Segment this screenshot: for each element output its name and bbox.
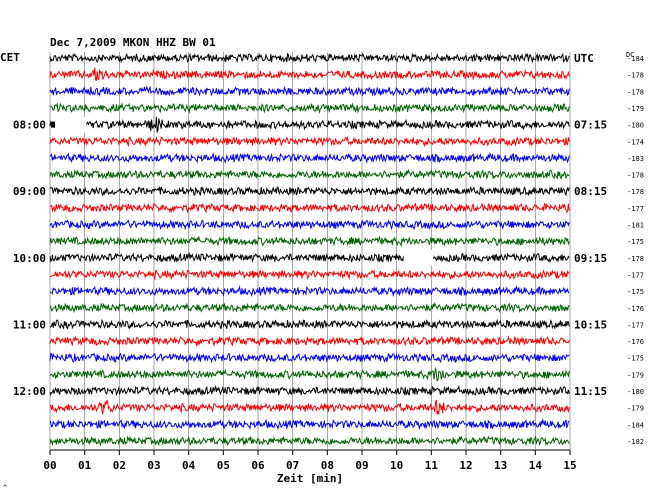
trace-row-3 bbox=[49, 102, 570, 114]
x-tick-label: 11 bbox=[425, 459, 439, 472]
left-hour-label: 11:00 bbox=[13, 318, 46, 331]
x-axis-label: Zeit [min] bbox=[277, 472, 343, 485]
trace-row-9 bbox=[49, 202, 570, 214]
left-hour-label: 08:00 bbox=[13, 119, 46, 132]
dc-offset-label: -178 bbox=[627, 188, 644, 196]
gaps bbox=[51, 116, 434, 266]
trace-row-10 bbox=[49, 219, 570, 231]
trace-row-18 bbox=[49, 352, 570, 364]
trace-row-0 bbox=[49, 52, 570, 64]
trace-row-13 bbox=[49, 269, 570, 281]
left-hour-labels: 08:00 09:00 10:00 11:00 12:00 bbox=[13, 119, 46, 398]
x-tick-label: 03 bbox=[147, 459, 160, 472]
dc-header: DC bbox=[626, 51, 634, 59]
x-tick-label: 01 bbox=[78, 459, 92, 472]
x-tick-label: 00 bbox=[43, 459, 56, 472]
dc-offset-label: -179 bbox=[627, 371, 644, 379]
right-hour-label: 09:15 bbox=[574, 252, 607, 265]
trace-row-17 bbox=[49, 335, 570, 347]
dc-offset-label: -175 bbox=[627, 355, 644, 363]
dc-offset-label: -182 bbox=[627, 438, 644, 446]
x-tick-label: 07 bbox=[286, 459, 299, 472]
trace-row-5 bbox=[49, 135, 570, 148]
x-tick-label: 04 bbox=[182, 459, 196, 472]
right-hour-label: 11:15 bbox=[574, 385, 607, 398]
right-hour-label: 07:15 bbox=[574, 119, 607, 132]
x-tick-label: 15 bbox=[563, 459, 576, 472]
dc-offset-label: -184 bbox=[627, 55, 644, 63]
trace-row-22 bbox=[49, 418, 570, 431]
x-tick-label: 06 bbox=[251, 459, 265, 472]
gap-0 bbox=[53, 116, 87, 133]
trace-row-2 bbox=[49, 85, 570, 97]
dc-offset-label: -183 bbox=[627, 155, 644, 163]
trace-row-16 bbox=[49, 318, 570, 330]
left-hour-label: 09:00 bbox=[13, 185, 46, 198]
corner-mark: ^ bbox=[3, 484, 7, 492]
dc-offset-label: -179 bbox=[627, 105, 644, 113]
trace-row-4 bbox=[49, 116, 570, 134]
trace-row-20 bbox=[49, 385, 570, 397]
dc-offset-label: -177 bbox=[627, 205, 644, 213]
right-hour-label: 08:15 bbox=[574, 185, 607, 198]
dc-offset-label: -178 bbox=[627, 172, 644, 180]
dc-offset-label: -176 bbox=[627, 338, 644, 346]
dc-offset-label: -178 bbox=[627, 72, 644, 80]
dc-offset-label: -177 bbox=[627, 321, 644, 329]
trace-row-6 bbox=[49, 151, 570, 164]
x-tick-label: 13 bbox=[494, 459, 507, 472]
dc-offset-label: -180 bbox=[627, 388, 644, 396]
x-tick-label: 05 bbox=[217, 459, 230, 472]
trace-row-11 bbox=[49, 235, 570, 248]
x-axis-ticks: 00 01 02 03 04 05 06 07 08 09 10 11 12 13 14 15 bbox=[43, 450, 577, 472]
chart-title: Dec 7,2009 MKON HHZ BW 01 bbox=[50, 36, 216, 49]
trace-row-19 bbox=[49, 367, 570, 382]
x-tick-label: 08 bbox=[321, 459, 334, 472]
gap-marker bbox=[51, 121, 55, 128]
left-hour-label: 12:00 bbox=[13, 385, 46, 398]
trace-row-7 bbox=[49, 168, 570, 180]
left-hour-label: 10:00 bbox=[13, 252, 46, 265]
dc-offset-label: -176 bbox=[627, 305, 644, 313]
traces bbox=[49, 52, 570, 447]
x-tick-label: 09 bbox=[355, 459, 368, 472]
x-tick-label: 12 bbox=[459, 459, 472, 472]
dc-offset-label: -175 bbox=[627, 288, 644, 296]
dc-offset-label: -174 bbox=[627, 138, 644, 146]
dc-offset-label: -184 bbox=[627, 421, 644, 429]
dc-offset-label: -181 bbox=[627, 222, 644, 230]
trace-row-21 bbox=[49, 399, 570, 415]
dc-offset-label: -180 bbox=[627, 122, 644, 130]
left-timezone-label: CET bbox=[0, 51, 20, 64]
right-hour-labels: UTC 07:15 08:15 09:15 10:15 11:15 bbox=[574, 52, 607, 398]
dc-offset-labels: -184 -178 -178 -179 -180 -174 -183 -178 -178 -177… bbox=[627, 55, 644, 446]
trace-row-15 bbox=[49, 301, 570, 314]
dc-offset-label: -179 bbox=[627, 405, 644, 413]
trace-row-14 bbox=[49, 285, 570, 298]
gap-1 bbox=[403, 249, 434, 266]
right-hour-label: UTC bbox=[574, 52, 594, 65]
x-tick-label: 10 bbox=[390, 459, 403, 472]
right-hour-label: 10:15 bbox=[574, 318, 607, 331]
dc-offset-label: -178 bbox=[627, 88, 644, 96]
trace-row-12 bbox=[49, 251, 570, 264]
x-tick-label: 02 bbox=[113, 459, 126, 472]
dc-offset-label: -178 bbox=[627, 255, 644, 263]
trace-row-23 bbox=[49, 435, 570, 447]
dc-offset-label: -175 bbox=[627, 238, 644, 246]
x-tick-label: 14 bbox=[529, 459, 543, 472]
trace-row-8 bbox=[49, 185, 570, 197]
dc-offset-label: -177 bbox=[627, 271, 644, 279]
trace-row-1 bbox=[49, 67, 570, 82]
